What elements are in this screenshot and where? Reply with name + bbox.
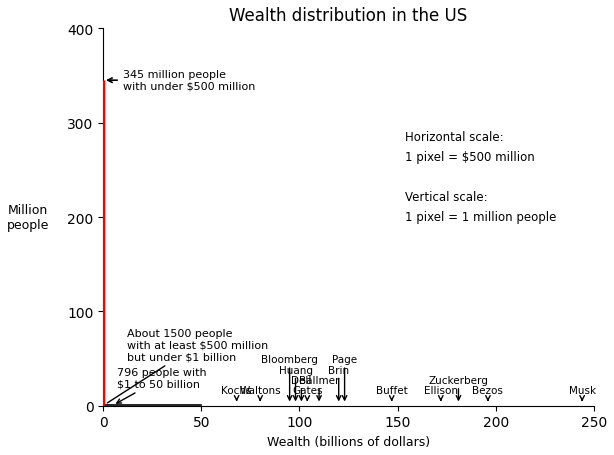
- Text: 345 million people
with under $500 million: 345 million people with under $500 milli…: [108, 70, 255, 92]
- Text: Waltons: Waltons: [239, 385, 281, 395]
- Text: Kochs: Kochs: [222, 385, 252, 395]
- Text: Ballmer: Ballmer: [299, 375, 340, 385]
- X-axis label: Wealth (billions of dollars): Wealth (billions of dollars): [267, 435, 430, 448]
- Text: About 1500 people
with at least $500 million
but under $1 billion: About 1500 people with at least $500 mil…: [107, 329, 268, 403]
- Text: Page: Page: [332, 354, 357, 364]
- Title: Wealth distribution in the US: Wealth distribution in the US: [230, 7, 468, 25]
- Text: Horizontal scale:
1 pixel = $500 million

Vertical scale:
1 pixel = 1 million pe: Horizontal scale: 1 pixel = $500 million…: [405, 131, 556, 224]
- Text: Zuckerberg: Zuckerberg: [429, 375, 488, 385]
- Text: Dell: Dell: [291, 375, 311, 385]
- Text: Buffet: Buffet: [376, 385, 408, 395]
- Text: Huang: Huang: [279, 365, 313, 375]
- Text: Bezos: Bezos: [473, 385, 503, 395]
- Text: Musk: Musk: [569, 385, 596, 395]
- Y-axis label: Million
people: Million people: [7, 203, 49, 232]
- Text: Ellison: Ellison: [424, 385, 458, 395]
- Text: Bloomberg: Bloomberg: [261, 354, 318, 364]
- Text: Gates: Gates: [292, 385, 322, 395]
- Text: 796 people with
$1 to 50 billion: 796 people with $1 to 50 billion: [117, 367, 206, 403]
- Text: Brin: Brin: [328, 365, 349, 375]
